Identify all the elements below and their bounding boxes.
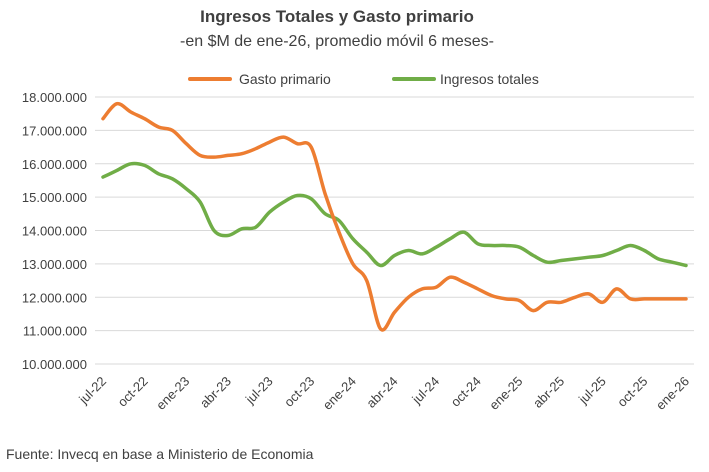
series-line-ingresos-totales — [101, 161, 688, 268]
legend: Gasto primario Ingresos totales — [188, 71, 539, 87]
x-tick-label: abr-24 — [363, 374, 400, 411]
y-tick-label: 18.000.000 — [22, 90, 87, 105]
x-tick-label: oct-25 — [614, 374, 650, 410]
source-note: Fuente: Invecq en base a Ministerio de E… — [6, 446, 314, 462]
y-tick-label: 10.000.000 — [22, 357, 87, 372]
y-tick-label: 12.000.000 — [22, 290, 87, 305]
y-tick-label: 11.000.000 — [23, 324, 87, 339]
x-tick-label: abr-25 — [530, 374, 567, 411]
x-tick-label: jul-23 — [242, 374, 276, 408]
x-tick-label: oct-24 — [448, 374, 484, 410]
series-line-gasto-primario — [101, 101, 688, 332]
x-tick-label: ene-26 — [653, 374, 692, 413]
x-tick-label: abr-23 — [197, 374, 234, 411]
plot-area — [101, 101, 688, 332]
chart-title: Ingresos Totales y Gasto primario — [200, 7, 474, 26]
x-tick-label: jul-24 — [408, 374, 442, 408]
x-tick-label: oct-22 — [115, 374, 151, 410]
x-tick-label: jul-25 — [575, 374, 609, 408]
legend-label-ingresos: Ingresos totales — [440, 71, 539, 87]
gridlines — [95, 96, 694, 365]
y-tick-label: 16.000.000 — [22, 157, 87, 172]
x-tick-label: oct-23 — [281, 374, 317, 410]
x-tick-label: jul-22 — [75, 374, 109, 408]
x-tick-label: ene-25 — [486, 374, 525, 413]
y-tick-label: 17.000.000 — [22, 123, 87, 138]
legend-label-gasto: Gasto primario — [239, 71, 331, 87]
y-axis-ticks: 10.000.000 11.000.000 12.000.000 13.000.000… — [22, 90, 87, 372]
x-tick-label: ene-23 — [153, 374, 192, 413]
chart-subtitle: -en $M de ene-26, promedio móvil 6 meses… — [180, 33, 494, 50]
x-axis-ticks: jul-22 oct-22 ene-23 abr-23 jul-23 oct-23 ene-… — [75, 374, 692, 413]
y-tick-label: 14.000.000 — [22, 224, 87, 239]
y-tick-label: 13.000.000 — [22, 257, 87, 272]
x-tick-label: ene-24 — [320, 374, 359, 413]
y-tick-label: 15.000.000 — [22, 190, 87, 205]
